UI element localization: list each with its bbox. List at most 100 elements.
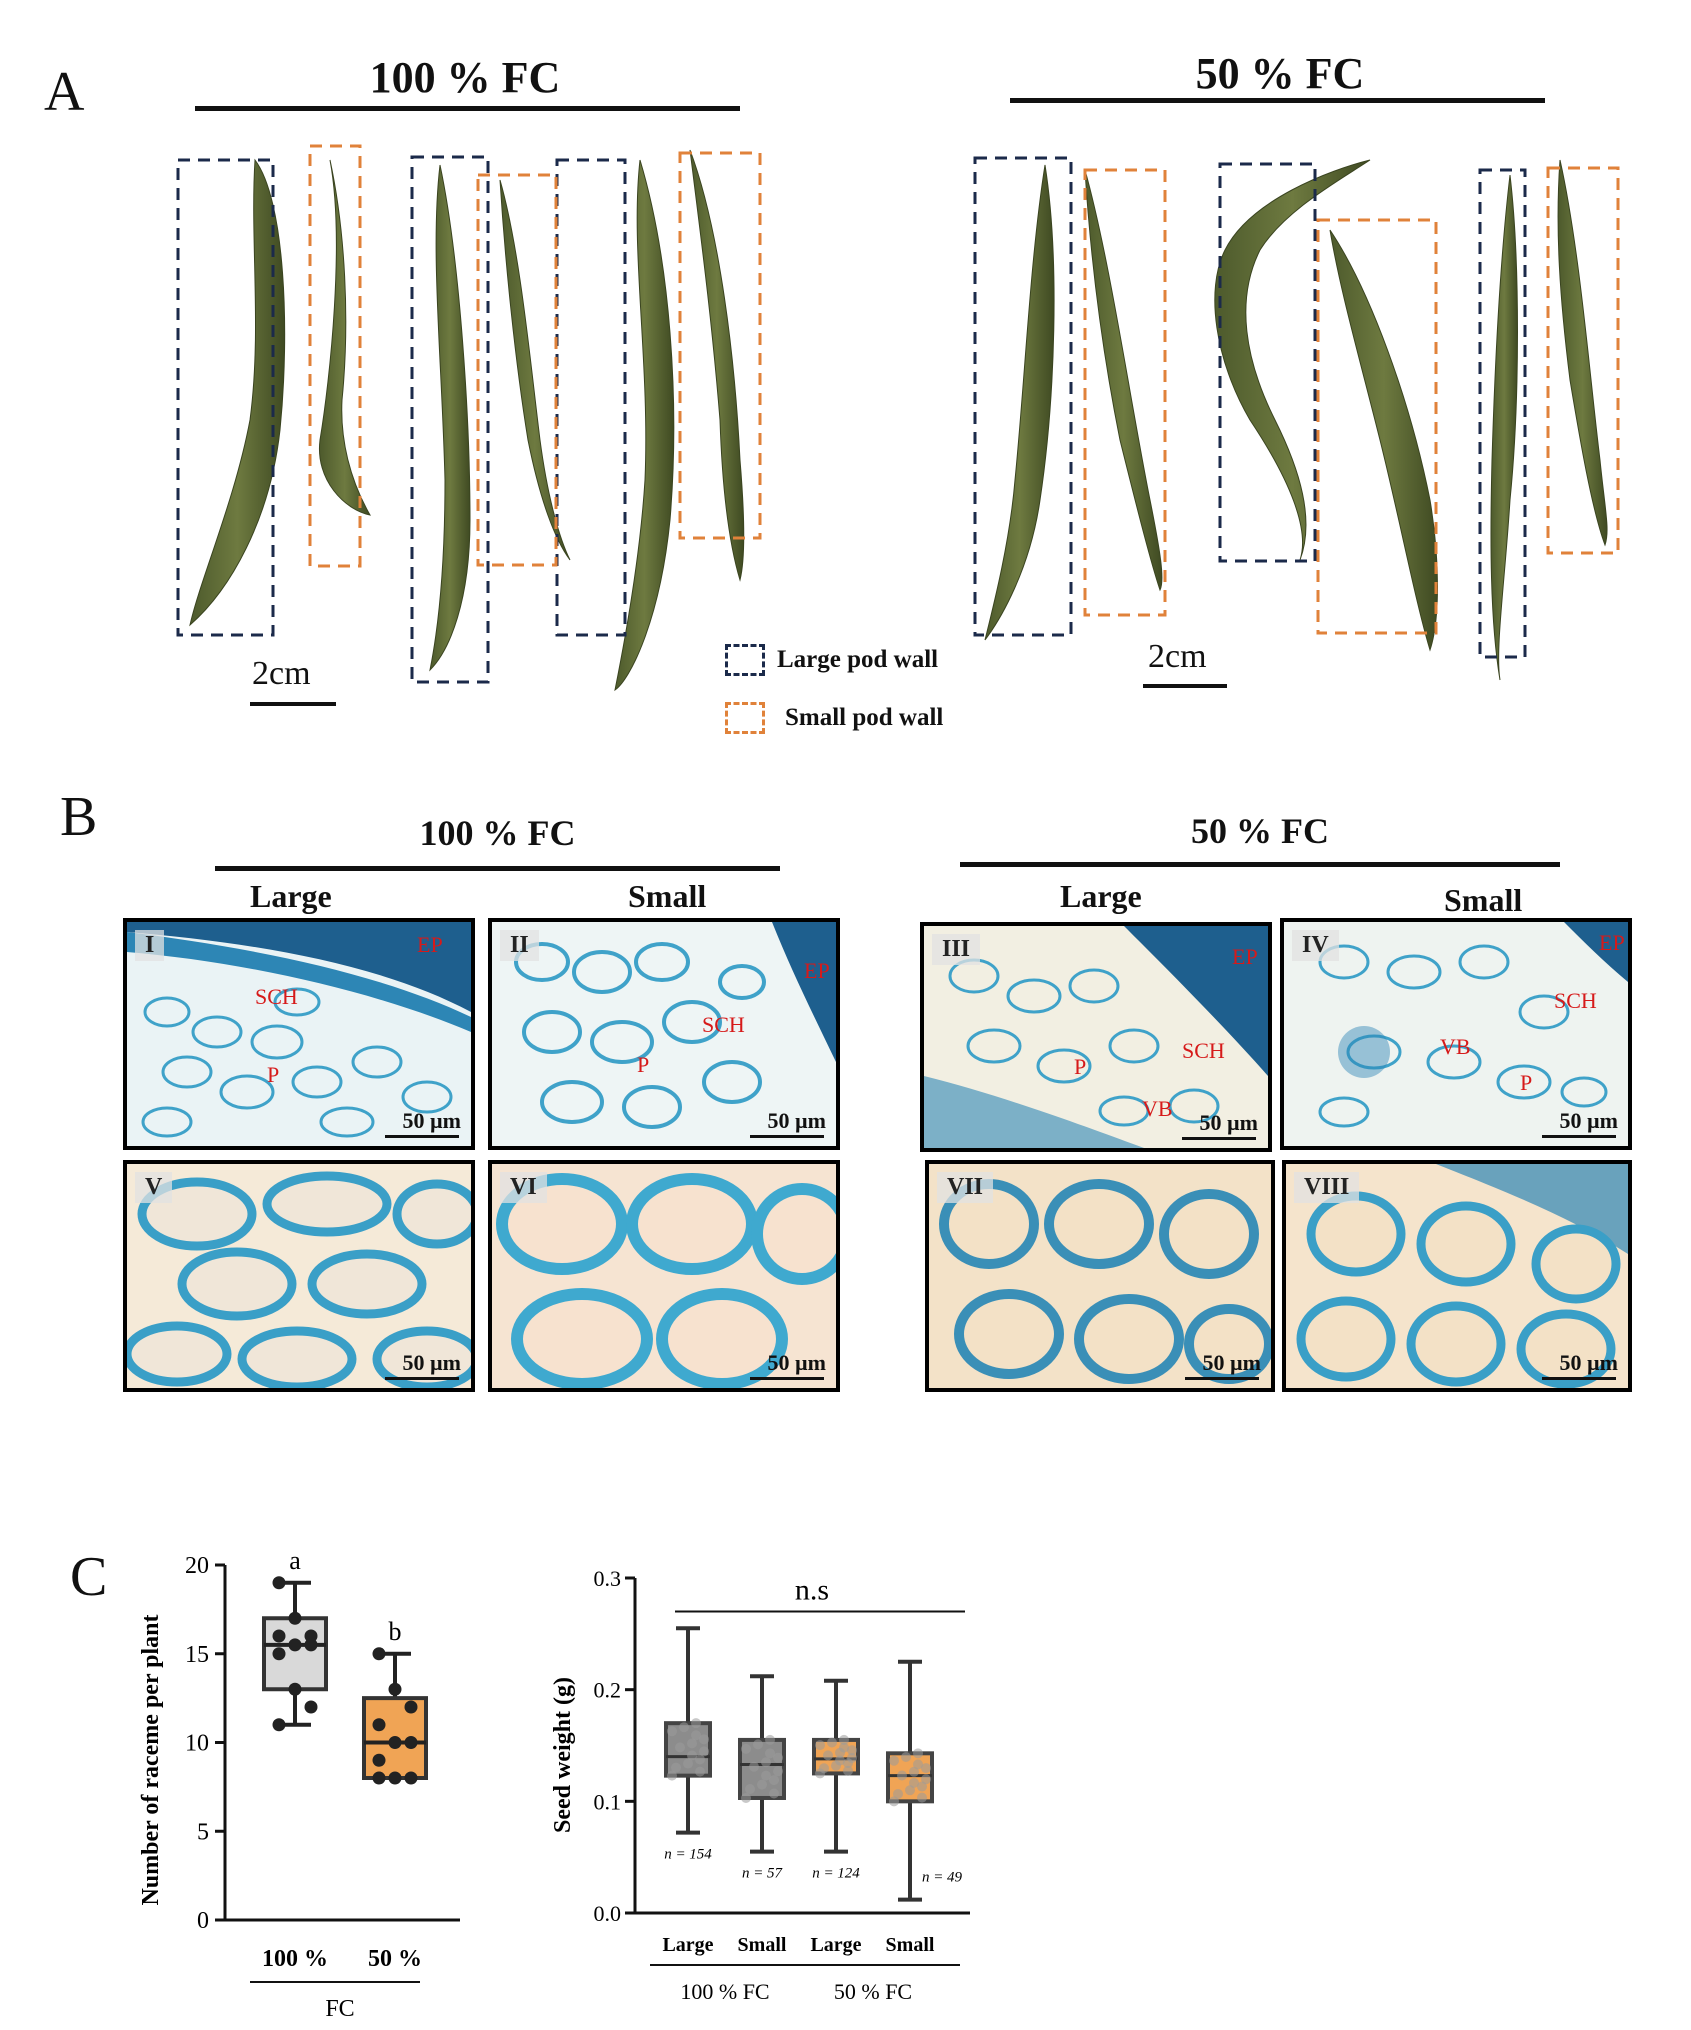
significance-letter: b <box>389 1617 402 1646</box>
scale-line-IV <box>1542 1135 1616 1138</box>
data-point <box>843 1765 853 1776</box>
data-point <box>835 1755 845 1766</box>
data-point <box>827 1737 837 1748</box>
panel-roman-VI: VI <box>500 1172 547 1203</box>
scale-line-VII <box>1185 1377 1259 1380</box>
data-point <box>288 1611 302 1625</box>
panel-a-label: A <box>44 61 85 123</box>
raceme-box-chart: 0 5 10 15 20 Number of raceme per plant a 100 %… <box>138 1546 460 2022</box>
data-point <box>905 1785 915 1796</box>
significance-letter: a <box>289 1546 301 1575</box>
micrograph-II: II EP SCH P 50 µm <box>488 918 840 1150</box>
data-point <box>671 1762 681 1773</box>
micrograph-VIII: VIII 50 µm <box>1282 1160 1632 1392</box>
data-point <box>839 1734 849 1745</box>
data-point <box>847 1752 857 1763</box>
micrograph-VIII-image <box>1286 1164 1628 1388</box>
col-header-large-100: Large <box>250 878 332 914</box>
data-point <box>745 1784 755 1795</box>
data-point <box>823 1750 833 1761</box>
scale-label-VI: 50 µm <box>767 1350 826 1375</box>
data-point <box>897 1770 907 1781</box>
x-tick-label: Large <box>662 1934 713 1956</box>
panel-roman-VIII: VIII <box>1294 1172 1360 1203</box>
y-axis-label: Number of raceme per plant <box>138 1614 164 1905</box>
data-point <box>667 1770 677 1781</box>
data-point <box>404 1700 418 1714</box>
scale-label-VIII: 50 µm <box>1559 1350 1618 1375</box>
col-header-small-100: Small <box>628 878 707 914</box>
micrograph-II-image <box>492 922 836 1146</box>
panel-b-right-title: 50 % FC <box>1191 811 1329 851</box>
annotation-p: P <box>267 1062 280 1087</box>
data-point <box>675 1742 685 1753</box>
panel-b-left-title: 100 % FC <box>419 813 576 853</box>
micrograph-VII: VII 50 µm <box>925 1160 1275 1392</box>
annotation-p: P <box>1074 1054 1087 1079</box>
n-label: n = 57 <box>742 1866 784 1882</box>
data-point <box>272 1629 286 1643</box>
pod-shapes-100fc <box>189 149 745 692</box>
scale-label-I: 50 µm <box>402 1108 461 1133</box>
data-point <box>741 1743 751 1754</box>
x-tick-label: 50 % <box>368 1946 422 1972</box>
panel-b-right-rule <box>960 862 1560 867</box>
scale-bar-left-label: 2cm <box>252 655 311 692</box>
data-point <box>695 1754 705 1765</box>
data-point <box>913 1759 923 1770</box>
y-tick-label: 0.1 <box>594 1789 622 1814</box>
significance-label: n.s <box>795 1574 829 1607</box>
scale-bar-right-label: 2cm <box>1148 638 1207 675</box>
data-point <box>917 1792 927 1803</box>
annotation-p: P <box>637 1052 650 1077</box>
data-point <box>769 1788 779 1799</box>
panel-c-label: C <box>70 1546 108 1608</box>
scale-label-IV: 50 µm <box>1559 1108 1618 1133</box>
legend-label-small: Small pod wall <box>785 704 944 731</box>
x-tick-label: Small <box>738 1934 787 1956</box>
panel-a-left-title: 100 % FC <box>369 53 561 102</box>
scale-label-III: 50 µm <box>1199 1110 1258 1135</box>
scale-line-V <box>385 1377 459 1380</box>
annotation-ep: EP <box>804 958 830 983</box>
legend-item-small: Small pod wall <box>725 698 943 738</box>
data-point <box>889 1755 899 1766</box>
data-point <box>691 1718 701 1729</box>
data-point <box>847 1745 857 1756</box>
data-point <box>687 1750 697 1761</box>
scale-line-VI <box>750 1377 824 1380</box>
data-point <box>699 1746 709 1757</box>
scale-line-I <box>385 1135 459 1138</box>
panel-roman-I: I <box>135 930 165 961</box>
data-point <box>388 1682 402 1696</box>
micrograph-IV-image <box>1284 922 1628 1146</box>
y-tick-label: 20 <box>185 1553 209 1579</box>
data-point <box>819 1763 829 1774</box>
y-tick-label: 15 <box>185 1642 209 1668</box>
data-point <box>695 1766 705 1777</box>
micrograph-III-image <box>924 926 1268 1148</box>
y-axis-label: Seed weight (g) <box>550 1677 576 1833</box>
y-tick-label: 0.2 <box>594 1678 622 1703</box>
legend-item-large: Large pod wall <box>725 640 943 680</box>
micrograph-VI: VI 50 µm <box>488 1160 840 1392</box>
data-point <box>773 1766 783 1777</box>
data-point <box>372 1718 386 1732</box>
panel-a-left-rule <box>195 106 740 111</box>
x-group-label: 100 % FC <box>680 1979 769 2004</box>
data-point <box>667 1726 677 1737</box>
data-point <box>765 1734 775 1745</box>
y-tick-label: 0.0 <box>594 1901 622 1926</box>
data-point <box>679 1722 689 1733</box>
scale-label-V: 50 µm <box>402 1350 461 1375</box>
data-point <box>272 1576 286 1590</box>
data-point <box>909 1766 919 1777</box>
data-point <box>272 1718 286 1732</box>
panel-b-label: B <box>60 786 98 848</box>
data-point <box>272 1647 286 1661</box>
data-point <box>889 1796 899 1807</box>
data-point <box>901 1752 911 1763</box>
x-tick-label: Large <box>810 1934 861 1956</box>
data-point <box>921 1774 931 1785</box>
legend-label-large: Large pod wall <box>777 646 939 673</box>
